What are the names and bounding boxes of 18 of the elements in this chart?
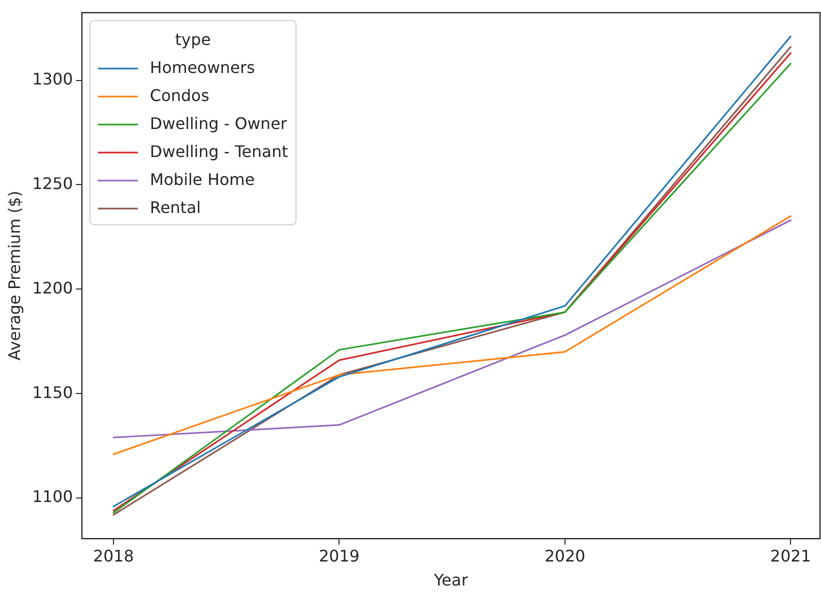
- y-tick-label: 1150: [32, 382, 73, 402]
- y-tick-label: 1200: [32, 278, 73, 298]
- y-axis-title: Average Premium ($): [4, 190, 24, 360]
- legend-label: Homeowners: [150, 58, 255, 77]
- x-tick-label: 2018: [93, 546, 134, 566]
- legend-label: Rental: [150, 198, 201, 217]
- y-tick-label: 1300: [32, 69, 73, 88]
- legend-label: Dwelling - Tenant: [150, 142, 288, 161]
- x-tick-label: 2019: [318, 546, 360, 566]
- y-tick-label: 1250: [32, 174, 73, 193]
- y-tick-label: 1100: [32, 487, 73, 506]
- x-axis-title: Year: [433, 570, 468, 590]
- legend-label: Mobile Home: [150, 170, 255, 189]
- legend-label: Dwelling - Owner: [150, 114, 288, 133]
- x-tick-label: 2021: [770, 546, 812, 566]
- legend-title: type: [175, 30, 211, 49]
- x-tick-label: 2020: [544, 546, 586, 566]
- legend-label: Condos: [150, 86, 210, 105]
